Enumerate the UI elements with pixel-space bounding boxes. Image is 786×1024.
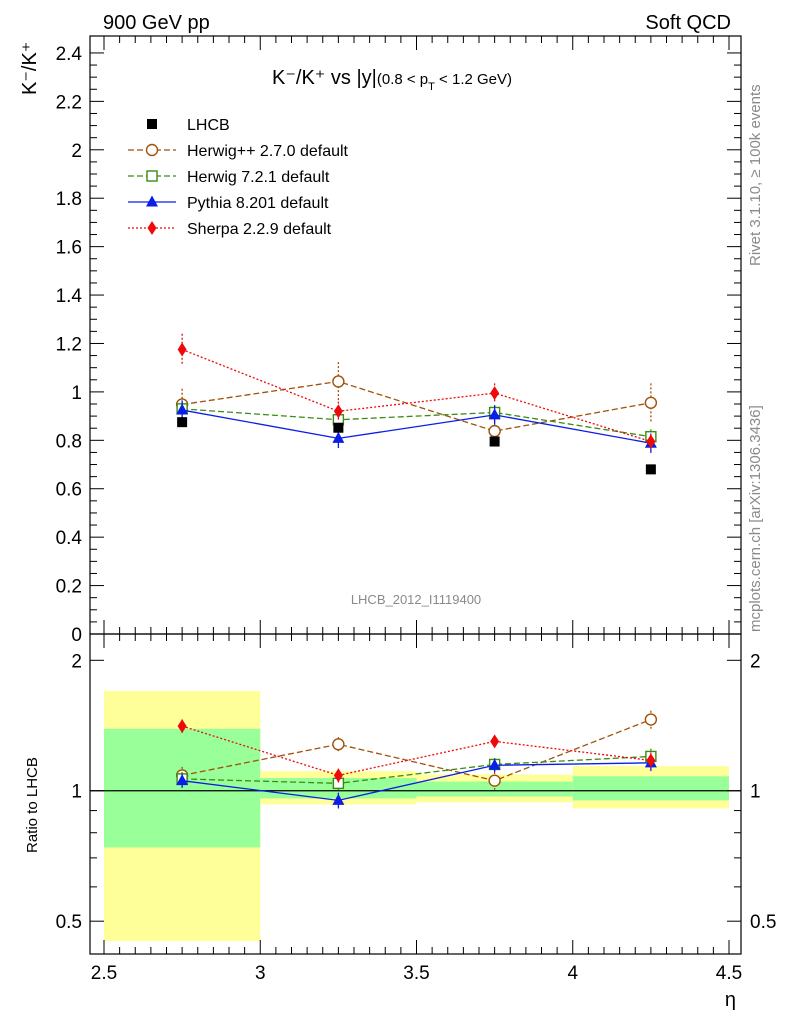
x-tick-label: 3: [255, 963, 266, 984]
ratio-data-point: [332, 738, 345, 751]
data-point: [177, 342, 187, 357]
ratio-data-point: [488, 774, 501, 787]
x-tick-label: 3.5: [403, 963, 429, 984]
y-tick-label: 1.6: [56, 238, 82, 259]
series-line: [182, 408, 651, 438]
ratio-y-tick-label-right: 2: [750, 651, 761, 672]
y-tick-label: 2: [71, 141, 82, 162]
y-tick-label: 2.4: [56, 44, 83, 65]
series-line: [181, 348, 652, 443]
ratio-y-tick-label-left: 1: [71, 782, 82, 803]
rivet-label: Rivet 3.1.10, ≥ 100k events: [747, 84, 764, 266]
legend-marker: [147, 221, 157, 235]
data-point: [176, 403, 189, 415]
title-cut: (0.8 < p: [377, 71, 428, 88]
ratio-y-tick-label-left: 0.5: [56, 912, 82, 933]
ratio-ylabel: Ratio to LHCB: [24, 757, 41, 853]
ratio-data-point: [176, 774, 189, 786]
x-tick-label: 4: [567, 963, 578, 984]
data-point: [333, 404, 343, 419]
header-right: Soft QCD: [645, 12, 731, 34]
y-tick-label: 1: [71, 383, 82, 404]
ratio-data-point: [490, 734, 500, 749]
uncertainty-band-inner: [104, 728, 261, 848]
y-tick-label: 0.8: [56, 431, 82, 452]
y-tick-label: 1.4: [56, 286, 83, 307]
ratio-frame: [89, 633, 742, 955]
data-point: [646, 434, 656, 449]
series-line: [182, 409, 651, 444]
ratio-data-point: [332, 793, 345, 805]
x-tick-label: 2.5: [91, 963, 117, 984]
ratio-series-line: [182, 755, 651, 785]
legend-marker: [145, 143, 159, 157]
mcplots-label: mcplots.cern.ch [arXiv:1306.3436]: [747, 405, 764, 632]
data-point: [488, 424, 501, 438]
title-sub: T: [428, 81, 435, 93]
x-tick-label: 4.5: [716, 963, 742, 984]
data-point: [644, 396, 658, 409]
data-point: [489, 436, 500, 447]
ratio-series-line: [181, 725, 651, 777]
data-point: [332, 431, 345, 443]
y-tick-label: 0.4: [56, 528, 83, 549]
analysis-watermark: LHCB_2012_I1119400: [351, 592, 481, 607]
data-point: [333, 422, 344, 433]
legend-label: Herwig++ 2.7.0 default: [187, 143, 349, 160]
y-tick-label: 1.2: [56, 334, 82, 355]
y-tick-label: 2.2: [56, 92, 82, 113]
ratio-y-tick-label-right: 1: [750, 782, 761, 803]
ratio-series-line: [182, 762, 651, 802]
uncertainty-band-inner: [572, 776, 729, 801]
legend-marker: [147, 119, 157, 129]
main-title: K⁻/K⁺ vs |y|(0.8 < pT < 1.2 GeV): [272, 67, 512, 93]
x-axis-label: η: [725, 989, 736, 1011]
legend-marker: [146, 195, 158, 207]
ratio-y-tick-label-left: 2: [71, 651, 82, 672]
ratio-panel: 0.5 0.5 1 1 2 2 2.5 3 3.5 4 4.5 Ratio to LHCB η: [24, 634, 776, 1011]
ratio-data-point: [333, 768, 343, 783]
main-panel: K⁻/K⁺ vs |y|(0.8 < pT < 1.2 GeV) K⁻/K⁺ L…: [19, 36, 741, 646]
data-point: [332, 375, 345, 388]
title-main: K⁻/K⁺ vs |y|: [272, 67, 377, 89]
legend-label: Pythia 8.201 default: [187, 195, 329, 212]
main-ylabel: K⁻/K⁺: [19, 42, 41, 95]
ratio-data-point: [644, 713, 658, 726]
ratio-data-point: [646, 753, 656, 768]
legend-label: Sherpa 2.2.9 default: [187, 221, 332, 238]
ratio-y-tick-label-right: 0.5: [750, 912, 776, 933]
data-point: [177, 417, 188, 428]
y-tick-label: 0.6: [56, 480, 82, 501]
data-point: [488, 408, 501, 420]
legend-label: Herwig 7.2.1 default: [187, 169, 330, 186]
y-tick-label: 0.2: [56, 577, 82, 598]
series-line: [182, 380, 651, 432]
ratio-data-point: [177, 719, 187, 734]
ratio-data-point: [488, 758, 501, 770]
ratio-series-line: [181, 718, 652, 782]
data-point: [490, 386, 500, 401]
title-cut-end: < 1.2 GeV): [435, 71, 512, 88]
data-point: [645, 464, 656, 475]
y-tick-label: 1.8: [56, 189, 82, 210]
legend-marker: [146, 170, 158, 182]
legend-label: LHCB: [187, 117, 230, 134]
legend: LHCB Herwig++ 2.7.0 default Herwig 7.2.1 d…: [128, 117, 349, 238]
header-left: 900 GeV pp: [103, 12, 210, 34]
y-tick-label: 0: [71, 625, 82, 646]
